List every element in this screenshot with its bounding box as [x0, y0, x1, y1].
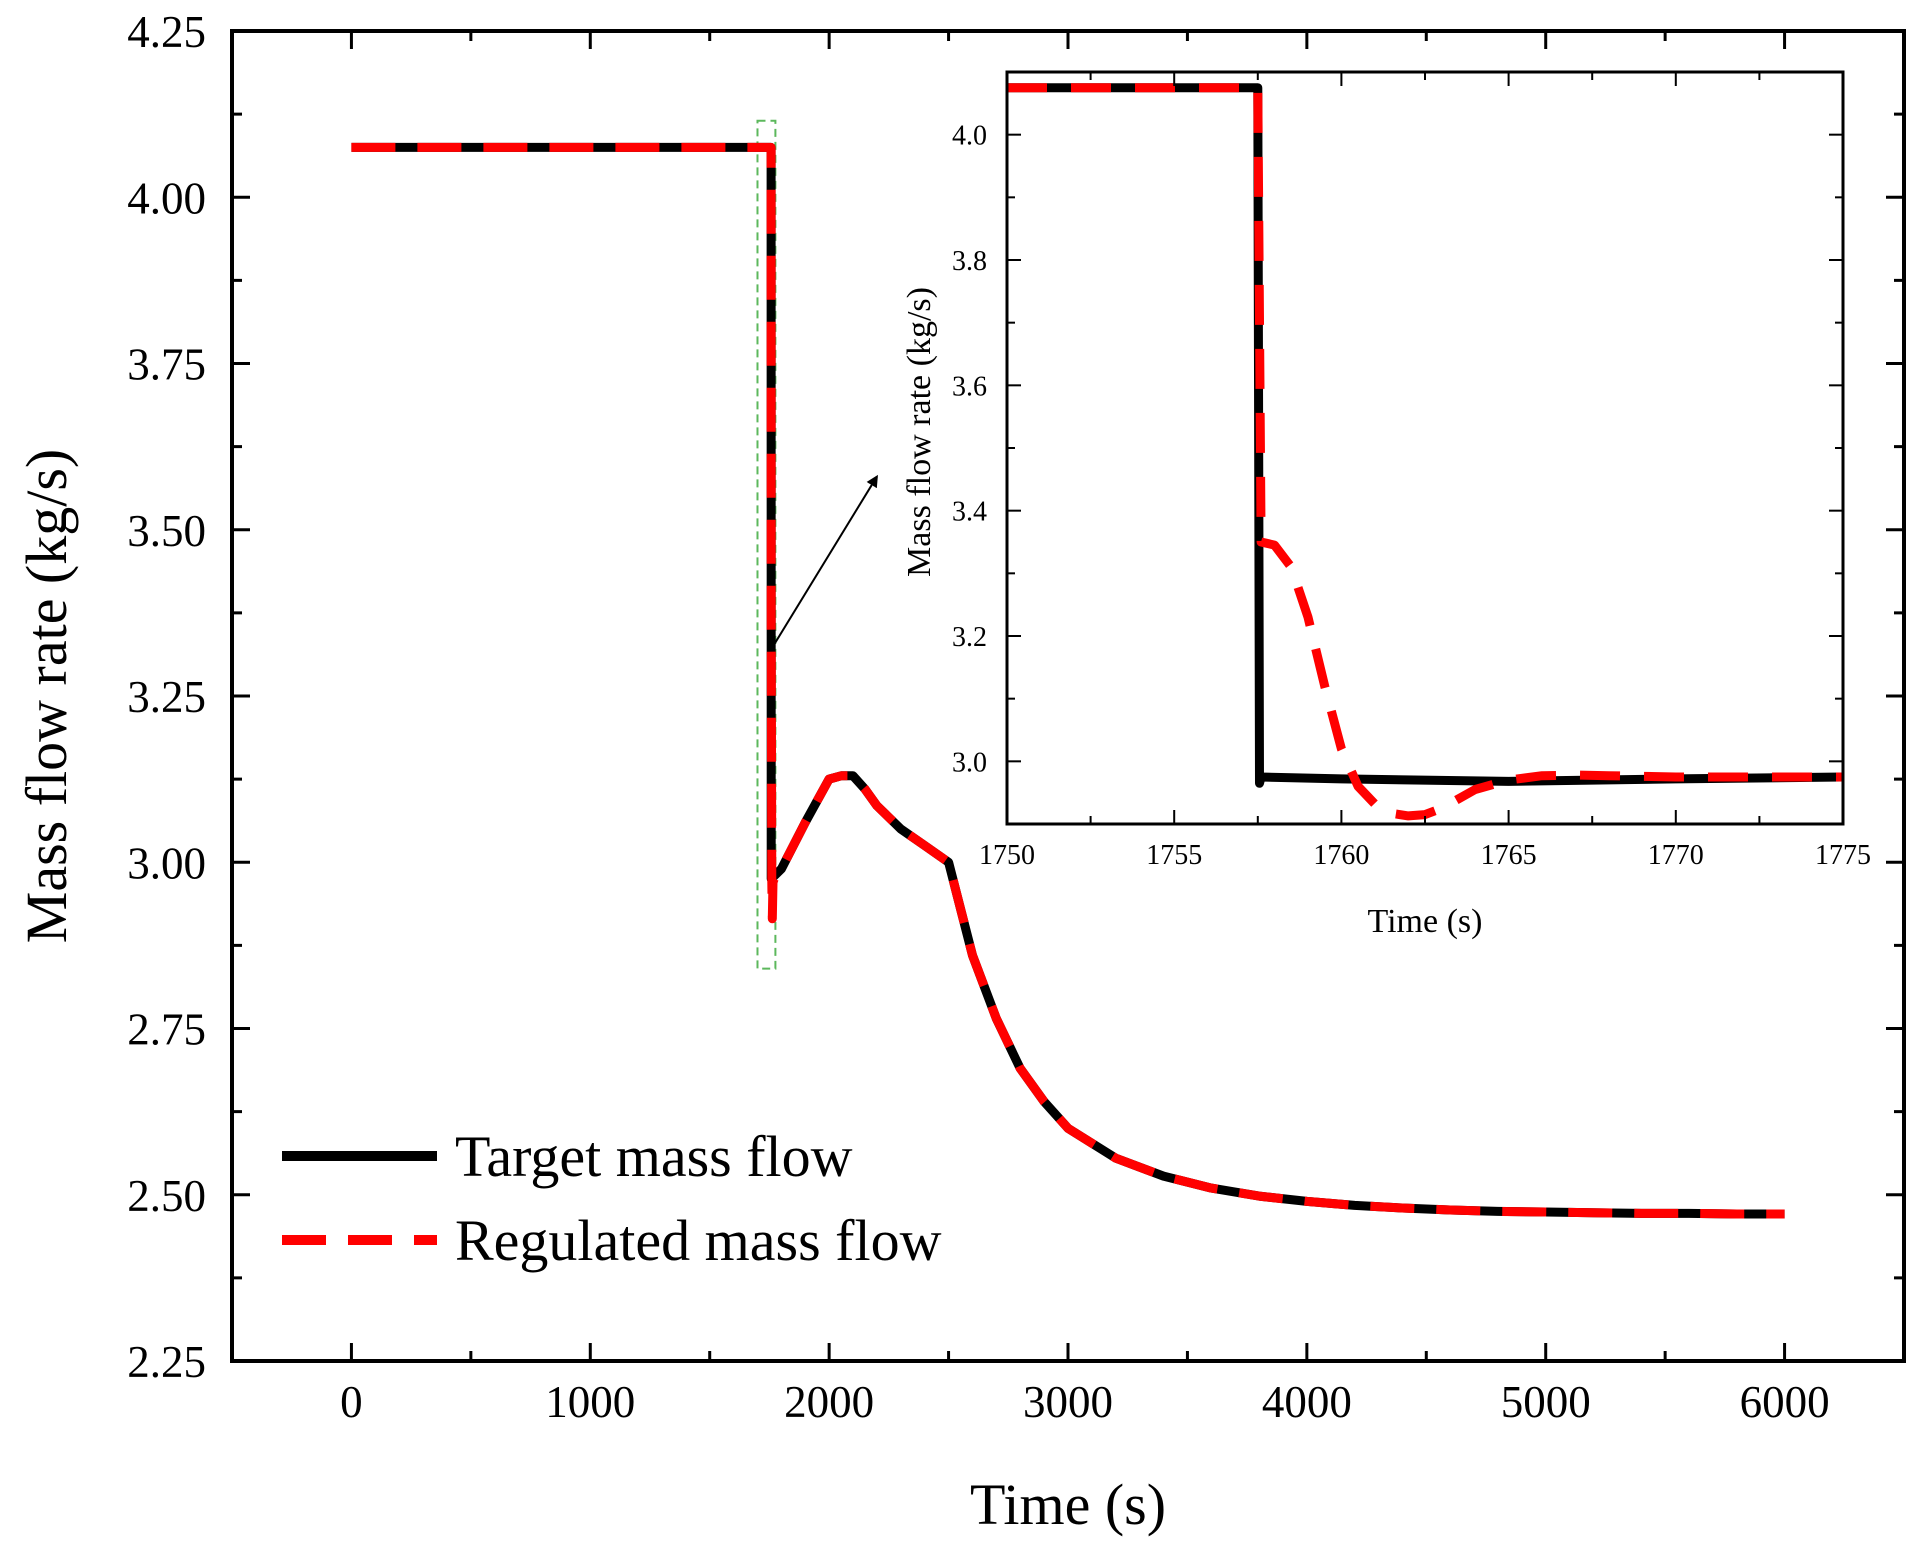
main-x-tick-label: 1000: [545, 1377, 635, 1427]
inset-plot-background: [1007, 72, 1843, 824]
main-ticks: [232, 29, 1904, 1363]
legend-label-target: Target mass flow: [455, 1124, 853, 1189]
main-plot: 0 1000 2000 3000 4000 5000 6000 2.25 2.50 2.75 3.0…: [14, 7, 1906, 1537]
main-y-tick-label: 2.25: [127, 1337, 206, 1387]
inset-x-tick-label: 1770: [1648, 840, 1704, 871]
inset-y-axis-title: Mass flow rate (kg/s): [901, 287, 938, 577]
main-y-tick-label: 4.25: [127, 7, 206, 57]
inset-x-axis-title: Time (s): [1368, 903, 1483, 940]
main-y-tick-label: 3.50: [127, 506, 206, 556]
inset-x-tick-label: 1755: [1146, 840, 1202, 871]
main-x-tick-label: 2000: [784, 1377, 874, 1427]
main-x-tick-label: 4000: [1262, 1377, 1352, 1427]
main-x-tick-label: 3000: [1023, 1377, 1113, 1427]
zoom-box: [756, 119, 777, 970]
legend-label-regulated: Regulated mass flow: [455, 1208, 942, 1273]
inset-y-tick-label: 3.2: [952, 622, 987, 653]
inset-ticks: [1006, 72, 1844, 824]
main-series: [351, 142, 1785, 1219]
main-y-tick-label: 3.25: [127, 672, 206, 722]
main-y-tick-label: 3.75: [127, 340, 206, 390]
main-y-tick-label: 3.00: [127, 838, 206, 888]
inset-x-tick-label: 1765: [1481, 840, 1537, 871]
main-series-regulated-line: [351, 142, 1785, 1219]
main-x-tick-label: 6000: [1740, 1377, 1830, 1427]
legend: Target mass flow Regulated mass flow: [282, 1124, 942, 1273]
inset-x-tick-label: 1760: [1313, 840, 1369, 871]
inset-tick-labels: 1750 1755 1760 1765 1770 1775 3.0 3.2 3.4 3.6 3.8 4…: [952, 121, 1871, 871]
inset-series-regulated-line: [1007, 83, 1843, 821]
main-x-tick-label: 5000: [1501, 1377, 1591, 1427]
inset-y-tick-label: 3.0: [952, 747, 987, 778]
main-annotations: [756, 119, 878, 970]
inset-x-tick-label: 1775: [1815, 840, 1871, 871]
main-y-tick-label: 2.75: [127, 1005, 206, 1055]
inset-y-tick-label: 3.6: [952, 371, 987, 402]
inset-y-tick-label: 3.4: [952, 497, 987, 528]
zoom-arrow: [770, 474, 878, 650]
main-tick-labels: 0 1000 2000 3000 4000 5000 6000 2.25 2.50 2.75 3.0…: [127, 7, 1829, 1427]
inset-y-tick-label: 4.0: [952, 121, 987, 152]
main-y-tick-label: 2.50: [127, 1171, 206, 1221]
inset-series: [1007, 83, 1844, 821]
inset-x-tick-label: 1750: [979, 840, 1035, 871]
inset-y-tick-label: 3.8: [952, 246, 987, 277]
main-y-axis-title: Mass flow rate (kg/s): [14, 449, 79, 944]
main-x-axis-title: Time (s): [970, 1472, 1166, 1537]
main-x-tick-label: 0: [340, 1377, 363, 1427]
inset-plot: 1750 1755 1760 1765 1770 1775 3.0 3.2 3.4 3.6 3.8 4…: [901, 70, 1871, 940]
main-y-tick-label: 4.00: [127, 173, 206, 223]
